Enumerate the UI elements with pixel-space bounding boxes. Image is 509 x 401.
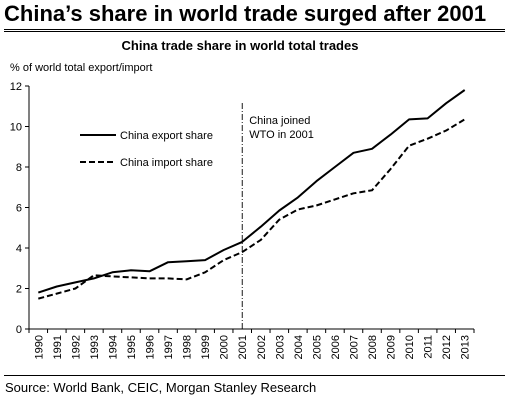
- x-tick-label: 1990: [33, 335, 45, 359]
- annotation-text: WTO in 2001: [249, 129, 314, 141]
- x-tick-label: 1994: [107, 335, 119, 359]
- wto-annotation: China joined WTO in 2001: [241, 103, 314, 329]
- x-tick-label: 2006: [330, 335, 342, 359]
- x-tick-label: 2001: [237, 335, 249, 359]
- axes: 0 2 4 6 8 10 12 1990 1991 1992 1993 1994 1995 1996 199…: [10, 81, 475, 359]
- y-axis-label: % of world total export/import: [10, 62, 152, 74]
- x-tick-label: 1999: [200, 335, 212, 359]
- headline: China’s share in world trade surged afte…: [4, 1, 487, 26]
- legend-label: China export share: [120, 130, 213, 142]
- top-rule-secondary: [4, 31, 505, 32]
- x-tick-label: 2000: [219, 335, 231, 359]
- y-tick-label: 2: [16, 284, 22, 296]
- annotation-text: China joined: [249, 115, 310, 127]
- x-tick-label: 1998: [182, 335, 194, 359]
- x-tick-label: 2002: [256, 335, 268, 359]
- source-note: Source: World Bank, CEIC, Morgan Stanley…: [5, 380, 317, 395]
- y-tick-label: 6: [16, 203, 22, 215]
- x-tick-label: 2009: [386, 335, 398, 359]
- y-tick-label: 10: [10, 122, 22, 134]
- x-tick-label: 1991: [52, 335, 64, 359]
- x-tick-label: 2005: [311, 335, 323, 359]
- x-tick-label: 2011: [423, 335, 435, 359]
- y-tick-label: 12: [10, 81, 22, 93]
- chart-title: China trade share in world total trades: [122, 38, 359, 53]
- x-tick-label: 2003: [274, 335, 286, 359]
- x-tick-label: 1993: [89, 335, 101, 359]
- export-share-line: [37, 89, 466, 294]
- series-lines: [37, 89, 466, 300]
- x-tick-label: 2008: [367, 335, 379, 359]
- top-rule: [4, 29, 505, 30]
- y-tick-label: 8: [16, 162, 22, 174]
- x-tick-label: 2013: [460, 335, 472, 359]
- bottom-rule: [4, 375, 505, 376]
- y-tick-label: 4: [16, 243, 22, 255]
- x-tick-label: 2010: [404, 335, 416, 359]
- x-tick-label: 1992: [70, 335, 82, 359]
- legend: China export share China import share: [80, 130, 213, 169]
- x-tick-label: 1996: [145, 335, 157, 359]
- x-tick-label: 2004: [293, 335, 305, 359]
- y-tick-label: 0: [16, 324, 22, 336]
- trade-share-chart: China trade share in world total trades …: [10, 38, 475, 359]
- import-share-line: [38, 118, 466, 300]
- legend-label: China import share: [120, 157, 213, 169]
- x-tick-label: 2007: [348, 335, 360, 359]
- x-tick-label: 1997: [163, 335, 175, 359]
- x-tick-label: 1995: [126, 335, 138, 359]
- x-tick-label: 2012: [441, 335, 453, 359]
